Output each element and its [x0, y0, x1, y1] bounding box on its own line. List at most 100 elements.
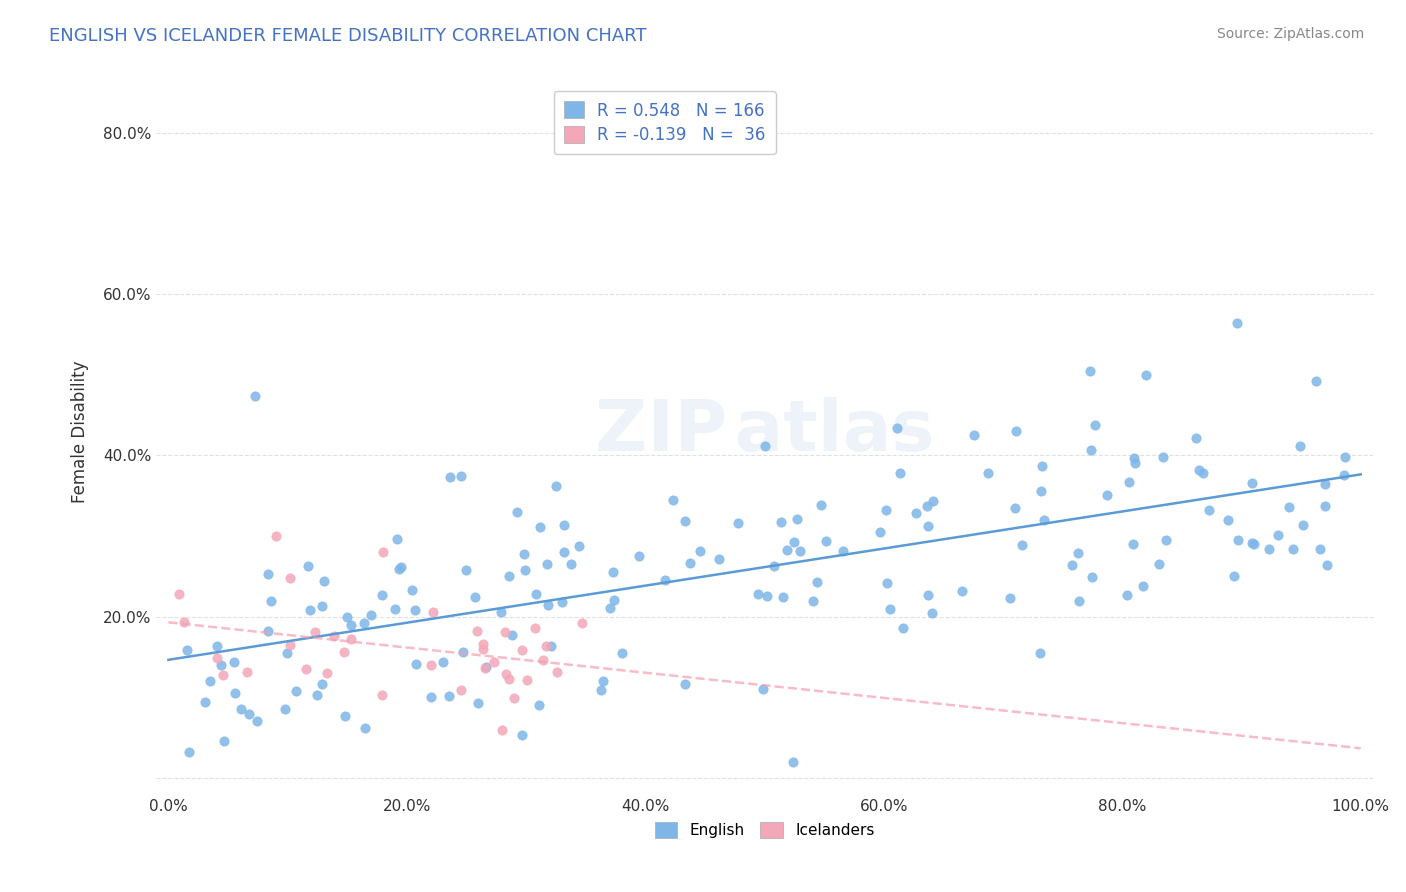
Point	[1081, 569, 1104, 583]
Point	[603, 593, 626, 607]
Point	[516, 673, 538, 687]
Y-axis label: Female Disability: Female Disability	[72, 360, 89, 502]
Point	[207, 639, 229, 653]
Point	[772, 590, 794, 604]
Point	[482, 655, 505, 669]
Point	[222, 655, 245, 669]
Point	[560, 557, 582, 571]
Point	[752, 681, 775, 696]
Point	[371, 545, 394, 559]
Point	[762, 559, 785, 574]
Point	[1334, 450, 1357, 464]
Point	[278, 570, 301, 584]
Point	[404, 603, 426, 617]
Point	[1031, 458, 1053, 473]
Point	[875, 503, 897, 517]
Point	[1084, 418, 1107, 433]
Point	[498, 569, 520, 583]
Point	[264, 529, 287, 543]
Point	[1135, 368, 1157, 382]
Point	[389, 559, 412, 574]
Point	[501, 628, 523, 642]
Point	[1152, 450, 1174, 464]
Point	[474, 661, 496, 675]
Point	[524, 621, 547, 635]
Point	[419, 658, 441, 673]
Point	[612, 646, 634, 660]
Point	[1080, 363, 1102, 377]
Point	[806, 575, 828, 590]
Point	[801, 594, 824, 608]
Point	[173, 615, 195, 630]
Point	[494, 624, 516, 639]
Point	[891, 621, 914, 635]
Point	[915, 500, 938, 514]
Point	[297, 559, 319, 574]
Point	[209, 658, 232, 673]
Point	[505, 505, 527, 519]
Point	[1243, 537, 1265, 551]
Point	[1156, 533, 1178, 548]
Point	[831, 544, 853, 558]
Point	[1191, 466, 1213, 480]
Point	[1062, 558, 1084, 572]
Point	[553, 545, 575, 559]
Point	[439, 690, 461, 704]
Point	[1291, 517, 1313, 532]
Point	[236, 665, 259, 680]
Point	[654, 573, 676, 587]
Point	[1005, 424, 1028, 438]
Point	[776, 543, 799, 558]
Point	[387, 562, 409, 576]
Point	[307, 689, 329, 703]
Point	[1198, 502, 1220, 516]
Point	[814, 534, 837, 549]
Point	[673, 514, 696, 528]
Point	[503, 690, 526, 705]
Point	[472, 642, 495, 657]
Point	[323, 629, 346, 643]
Point	[353, 721, 375, 735]
Point	[304, 625, 326, 640]
Point	[886, 421, 908, 435]
Point	[314, 574, 336, 588]
Point	[591, 683, 613, 698]
Point	[245, 388, 267, 402]
Point	[707, 552, 730, 566]
Point	[371, 688, 394, 702]
Point	[420, 690, 443, 705]
Point	[238, 706, 260, 721]
Point	[340, 618, 363, 632]
Point	[529, 698, 551, 713]
Point	[879, 602, 901, 616]
Point	[212, 668, 235, 682]
Point	[905, 506, 928, 520]
Point	[384, 601, 406, 615]
Point	[280, 639, 302, 653]
Point	[1278, 500, 1301, 515]
Point	[1216, 513, 1239, 527]
Point	[450, 469, 472, 483]
Point	[439, 469, 461, 483]
Point	[274, 702, 297, 716]
Point	[1315, 499, 1337, 513]
Point	[513, 547, 536, 561]
Point	[1132, 579, 1154, 593]
Legend: English, Icelanders: English, Icelanders	[648, 816, 880, 845]
Point	[1282, 542, 1305, 557]
Point	[465, 624, 488, 639]
Point	[950, 584, 973, 599]
Point	[205, 650, 228, 665]
Point	[786, 512, 808, 526]
Point	[977, 466, 1000, 480]
Point	[727, 516, 749, 531]
Point	[1267, 527, 1289, 541]
Point	[679, 556, 702, 570]
Point	[754, 439, 776, 453]
Point	[316, 665, 339, 680]
Point	[540, 639, 562, 653]
Point	[876, 575, 898, 590]
Point	[917, 588, 939, 602]
Point	[1033, 513, 1056, 527]
Point	[599, 600, 621, 615]
